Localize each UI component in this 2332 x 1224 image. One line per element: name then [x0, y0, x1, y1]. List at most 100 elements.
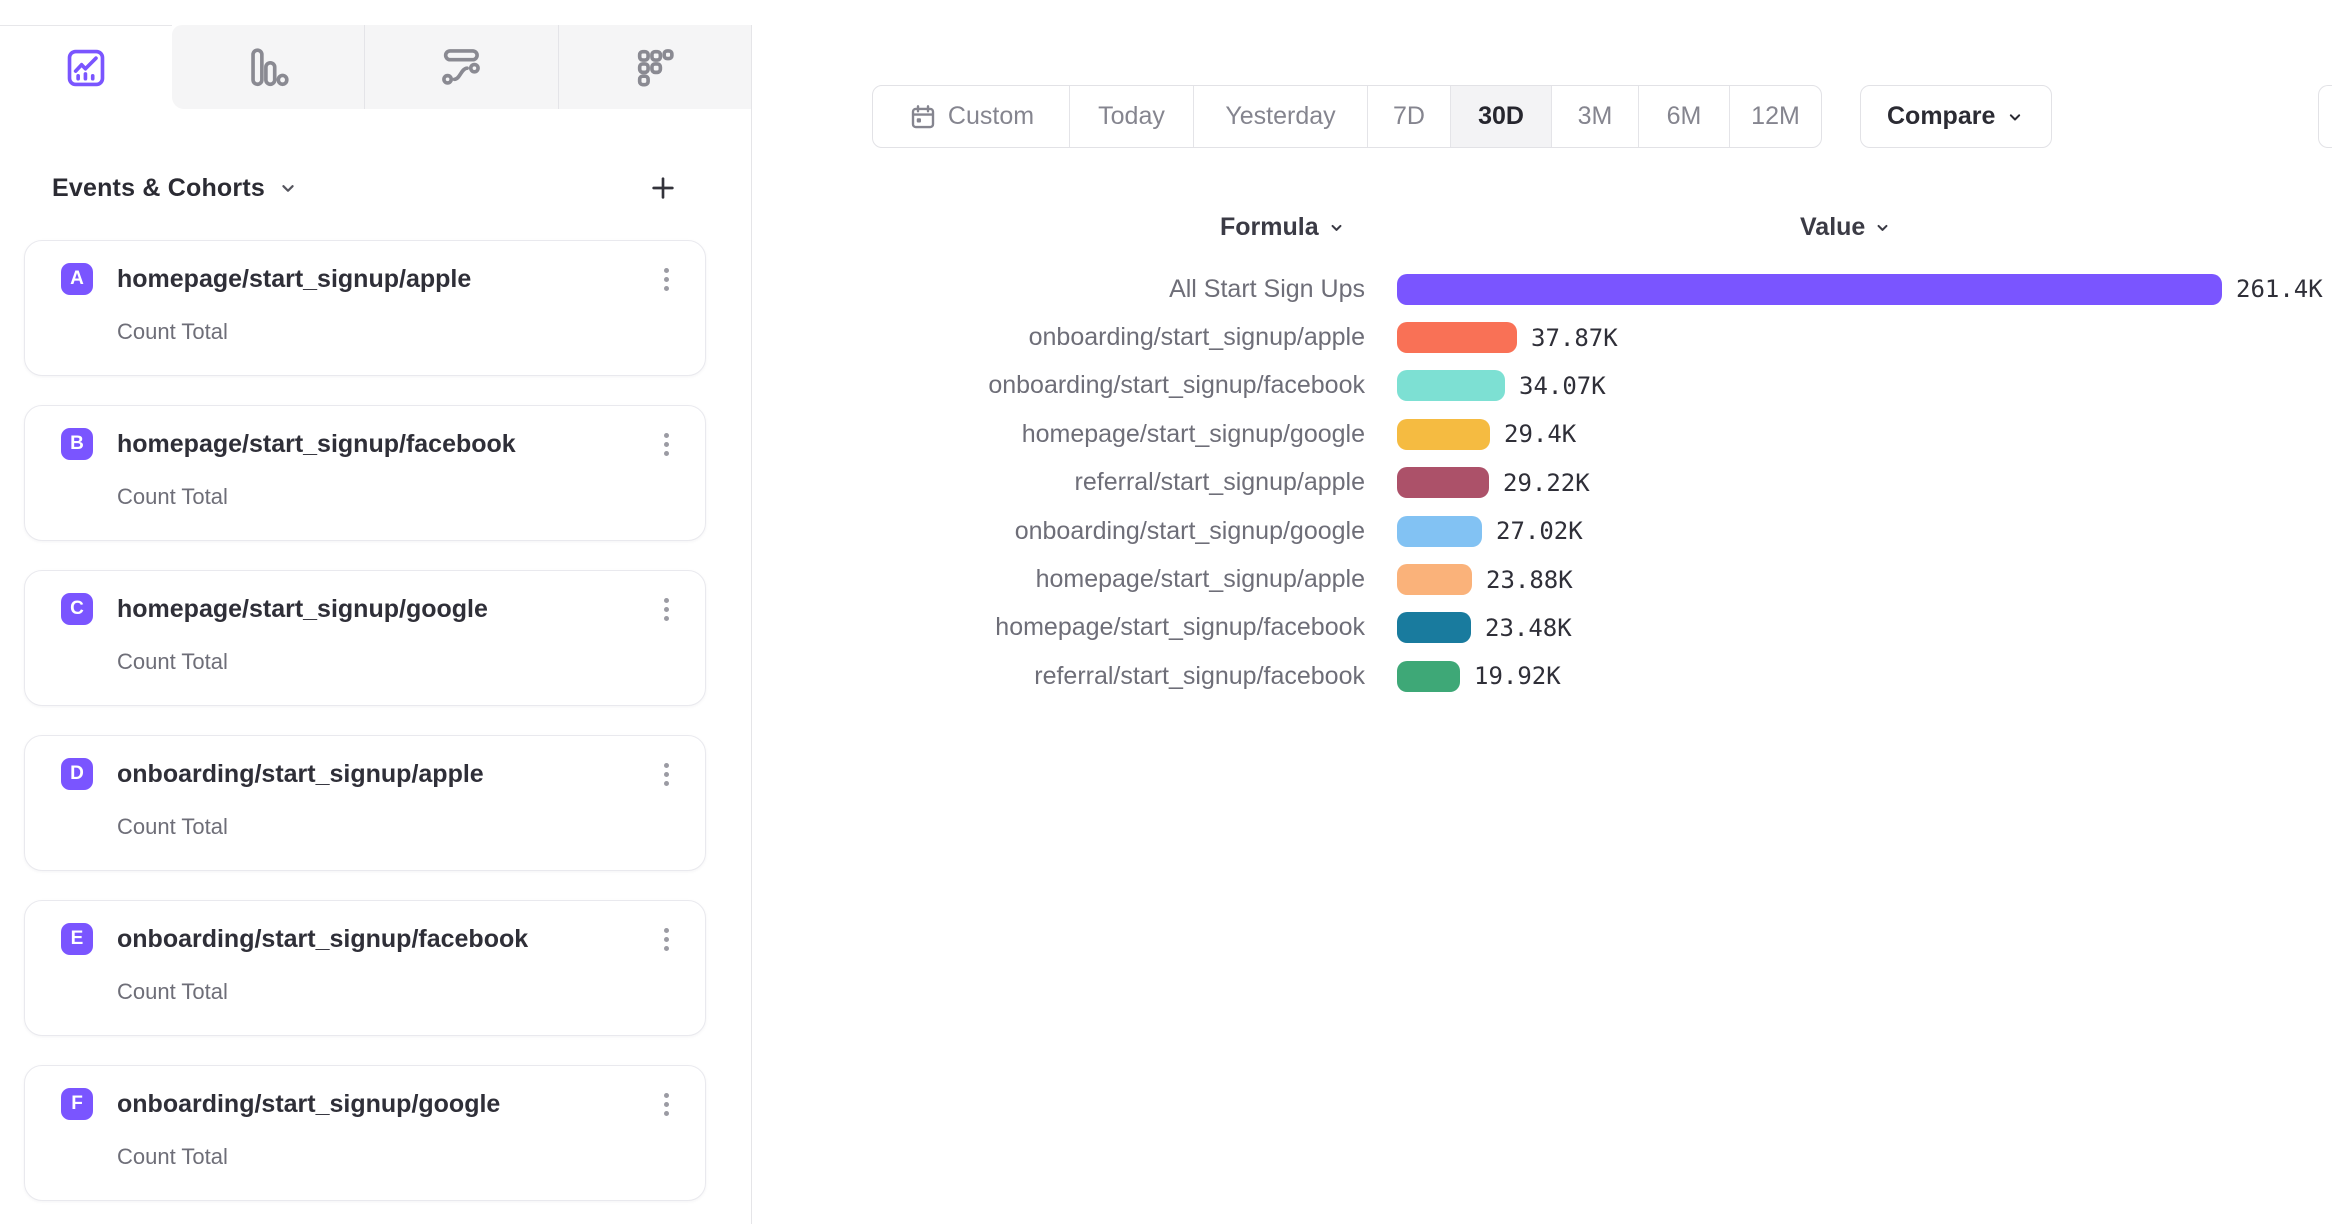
- kebab-menu-icon[interactable]: [658, 431, 675, 458]
- event-card[interactable]: E onboarding/start_signup/facebook Count…: [24, 900, 706, 1036]
- event-letter-badge: F: [61, 1088, 93, 1120]
- series-bar[interactable]: [1397, 564, 1472, 596]
- compare-label: Compare: [1887, 102, 1996, 130]
- series-label: onboarding/start_signup/apple: [1028, 323, 1365, 352]
- event-metric: Count Total: [117, 1144, 228, 1169]
- chart-row: All Start Sign Ups 261.4K: [752, 265, 2332, 313]
- event-name: homepage/start_signup/facebook: [117, 429, 516, 458]
- date-range-label: Custom: [947, 102, 1035, 130]
- series-label: onboarding/start_signup/facebook: [988, 371, 1365, 400]
- value-label: Value: [1800, 213, 1866, 241]
- chart-column-headers: Formula Value: [752, 213, 2332, 249]
- series-bar[interactable]: [1397, 515, 1482, 547]
- date-range-label: Yesterday: [1225, 102, 1336, 130]
- date-range-7d[interactable]: 7D: [1367, 86, 1450, 147]
- event-metric: Count Total: [117, 319, 228, 344]
- event-card[interactable]: B homepage/start_signup/facebook Count T…: [24, 405, 706, 541]
- event-letter-badge: A: [61, 263, 93, 295]
- series-bar[interactable]: [1397, 418, 1490, 450]
- query-sidebar: Events & Cohorts A homepage/start_signup…: [0, 109, 751, 1201]
- event-metric: Count Total: [117, 484, 228, 509]
- series-bar[interactable]: [1397, 467, 1489, 499]
- date-range-today[interactable]: Today: [1069, 86, 1193, 147]
- series-bar[interactable]: [1397, 612, 1471, 644]
- event-metric: Count Total: [117, 814, 228, 839]
- formula-column-header[interactable]: Formula: [1220, 213, 1346, 242]
- event-card[interactable]: D onboarding/start_signup/apple Count To…: [24, 735, 706, 871]
- series-value: 23.48K: [1485, 613, 1572, 642]
- series-value: 29.4K: [1504, 420, 1577, 449]
- chart-row: homepage/start_signup/apple 23.88K: [752, 555, 2332, 603]
- chart-type-tabstrip: [172, 25, 751, 109]
- tab-insights[interactable]: [0, 26, 172, 109]
- panel-divider: [751, 25, 752, 1224]
- kebab-menu-icon[interactable]: [658, 926, 675, 953]
- top-border-line: [0, 25, 172, 26]
- date-range-custom[interactable]: Custom: [873, 86, 1069, 147]
- bar-chart-icon: [245, 44, 291, 90]
- event-letter-badge: D: [61, 758, 93, 790]
- event-metric: Count Total: [117, 979, 228, 1004]
- date-range-yesterday[interactable]: Yesterday: [1193, 86, 1367, 147]
- date-range-6m[interactable]: 6M: [1638, 86, 1729, 147]
- date-range-label: 3M: [1577, 102, 1613, 130]
- series-bar[interactable]: [1397, 660, 1460, 692]
- series-value: 34.07K: [1519, 371, 1606, 400]
- date-range-label: 6M: [1666, 102, 1702, 130]
- series-value: 27.02K: [1496, 517, 1583, 546]
- event-list: A homepage/start_signup/apple Count Tota…: [24, 240, 706, 1201]
- date-range-label: 12M: [1751, 102, 1800, 130]
- value-column-header[interactable]: Value: [1800, 213, 1892, 242]
- kebab-menu-icon[interactable]: [658, 761, 675, 788]
- series-bar[interactable]: [1397, 273, 2222, 305]
- series-label: onboarding/start_signup/google: [1014, 516, 1365, 545]
- series-bar[interactable]: [1397, 370, 1505, 402]
- event-card[interactable]: C homepage/start_signup/google Count Tot…: [24, 570, 706, 706]
- kebab-menu-icon[interactable]: [658, 596, 675, 623]
- chart-row: referral/start_signup/apple 29.22K: [752, 459, 2332, 507]
- chart-row: homepage/start_signup/google 29.4K: [752, 410, 2332, 458]
- chart-row: onboarding/start_signup/google 27.02K: [752, 507, 2332, 555]
- date-range-3m[interactable]: 3M: [1551, 86, 1638, 147]
- calendar-icon: [911, 104, 935, 128]
- series-label: referral/start_signup/apple: [1074, 468, 1365, 497]
- date-range-label: 30D: [1478, 102, 1524, 130]
- event-card[interactable]: A homepage/start_signup/apple Count Tota…: [24, 240, 706, 376]
- chart-row: homepage/start_signup/facebook 23.48K: [752, 604, 2332, 652]
- date-range-label: Today: [1098, 102, 1165, 130]
- chevron-down-icon[interactable]: [277, 177, 299, 199]
- horizontal-bar-chart: All Start Sign Ups 261.4K onboarding/sta…: [752, 265, 2332, 701]
- tab-retention[interactable]: [557, 25, 751, 109]
- event-letter-badge: E: [61, 923, 93, 955]
- add-event-button[interactable]: [647, 172, 679, 204]
- compare-button[interactable]: Compare: [1860, 85, 2053, 148]
- event-name: onboarding/start_signup/apple: [117, 759, 484, 788]
- chart-row: onboarding/start_signup/apple 37.87K: [752, 313, 2332, 361]
- event-name: onboarding/start_signup/facebook: [117, 924, 529, 953]
- event-name: homepage/start_signup/apple: [117, 264, 472, 293]
- series-value: 261.4K: [2236, 275, 2323, 304]
- date-range-selector: Custom Today Yesterday 7D 30D 3M 6M 12M: [872, 85, 1822, 148]
- date-range-12m[interactable]: 12M: [1729, 86, 1821, 147]
- events-cohorts-title: Events & Cohorts: [52, 173, 265, 202]
- tab-flows[interactable]: [364, 25, 557, 109]
- series-label: homepage/start_signup/facebook: [995, 613, 1365, 642]
- date-range-30d[interactable]: 30D: [1450, 86, 1551, 147]
- flows-icon: [438, 44, 484, 90]
- retention-dots-icon: [632, 44, 678, 90]
- series-value: 29.22K: [1503, 468, 1590, 497]
- chevron-down-icon: [1331, 224, 1342, 231]
- series-bar[interactable]: [1397, 322, 1517, 354]
- chevron-down-icon: [2010, 113, 2021, 120]
- clipped-edge-button[interactable]: [2318, 85, 2332, 148]
- event-name: onboarding/start_signup/google: [117, 1089, 501, 1118]
- event-card[interactable]: F onboarding/start_signup/google Count T…: [24, 1065, 706, 1201]
- event-name: homepage/start_signup/google: [117, 594, 488, 623]
- kebab-menu-icon[interactable]: [658, 266, 675, 293]
- series-value: 19.92K: [1474, 662, 1561, 691]
- kebab-menu-icon[interactable]: [658, 1091, 675, 1118]
- date-range-label: 7D: [1393, 102, 1425, 130]
- insights-line-chart-icon: [63, 45, 109, 91]
- event-letter-badge: C: [61, 593, 93, 625]
- tab-bar-chart[interactable]: [172, 25, 364, 109]
